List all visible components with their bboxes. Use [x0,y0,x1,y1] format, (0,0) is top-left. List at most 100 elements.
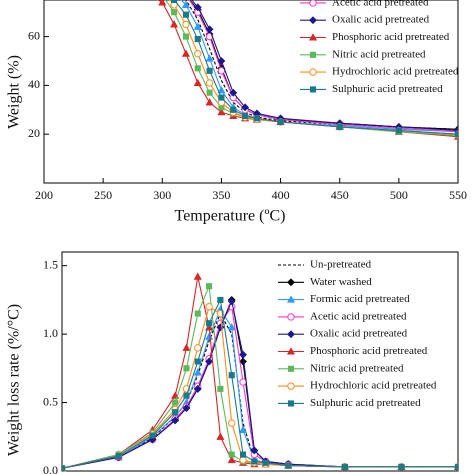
data-marker [227,323,236,331]
x-tick-label: 250 [94,188,112,202]
data-marker [262,459,269,466]
data-marker [206,67,213,74]
data-marker [251,458,258,465]
series-group [156,0,458,140]
data-marker [171,9,178,16]
y-tick-label: 0.5 [43,394,58,408]
legend-marker [309,16,317,25]
y-tick-label: 20 [28,126,40,140]
series-group [62,272,458,473]
data-marker [205,25,214,34]
y-tick-label: 1.0 [43,326,58,340]
data-marker [181,49,190,57]
data-marker [182,343,191,351]
legend-label: Phosphoric acid pretreated [310,345,428,357]
data-marker [194,358,201,365]
legend-label: Acetic acid pretreated [310,310,407,322]
x-tick-label: 550 [449,188,467,202]
data-marker [193,384,202,393]
data-line [62,299,458,469]
legend-label: Oxalic acid pretreated [310,328,408,340]
data-marker [206,283,213,290]
data-marker [205,54,214,62]
data-marker [242,112,249,119]
data-marker [193,3,202,12]
data-marker [193,78,202,87]
data-marker [172,399,179,406]
data-marker [217,86,226,94]
data-marker [115,452,122,460]
data-marker [230,106,237,113]
data-marker [158,0,167,6]
legend-marker [309,51,317,58]
data-marker [217,57,226,65]
legend-marker [309,68,317,76]
data-marker [217,296,224,303]
data-marker [194,50,202,58]
legend-marker [287,400,295,407]
data-marker [62,465,66,472]
data-marker [205,79,214,87]
data-marker [336,123,343,130]
y-axis-label: Weight (%) [6,55,23,129]
data-marker [277,118,284,126]
x-tick-label: 300 [153,188,171,202]
data-marker [228,419,236,427]
legend-label: Nitric acid pretreated [310,362,404,374]
data-marker [341,463,348,470]
data-marker [250,446,259,455]
data-marker [227,455,236,464]
data-marker [170,20,179,28]
y-tick-label: 60 [28,28,40,42]
legend-marker [287,365,295,372]
data-marker [454,463,458,470]
x-tick-label: 500 [390,188,408,202]
legend-label: Hydrochloric acid pretreated [310,380,437,392]
data-marker [171,0,178,4]
data-marker [171,416,180,425]
plot-frame [61,251,459,472]
data-marker [182,11,190,18]
data-marker [216,432,225,440]
data-line [62,298,458,469]
legend-label: Sulphuric acid pretreated [332,83,443,95]
x-tick-label: 450 [331,188,349,202]
data-marker [194,310,201,317]
data-marker [239,350,247,359]
data-marker [193,22,202,30]
legend-marker [308,33,318,41]
x-tick-label: 400 [272,188,290,202]
data-marker [285,462,292,469]
data-marker [228,372,235,379]
data-marker [217,108,226,116]
data-marker [193,368,202,376]
data-marker [454,131,458,138]
legend-label: Water washed [310,276,372,288]
data-marker [229,88,238,97]
legend-label: Un-pretreated [310,259,372,271]
y-tick-label: 1.5 [43,257,58,271]
data-marker [206,320,213,327]
data-marker [205,357,213,366]
data-marker [182,20,190,29]
data-marker [218,94,225,101]
data-marker [398,463,405,470]
data-marker [193,272,202,280]
legend-marker [309,86,317,93]
plot-frame [43,0,459,184]
x-tick-label: 350 [212,188,230,202]
data-marker [228,451,235,458]
data-marker [206,89,213,96]
data-marker [182,33,190,40]
legend-label: Hydrochloric acid pretreated [332,66,459,78]
legend-label: Acetic acid pretreated [332,0,429,8]
legend-label: Nitric acid pretreated [332,48,426,60]
data-marker [182,404,191,412]
legend-label: Sulphuric acid pretreated [310,397,421,409]
legend-marker [287,382,295,390]
legend-marker [309,0,317,7]
data-marker [395,127,402,134]
data-marker [227,297,236,306]
data-marker [239,378,247,386]
